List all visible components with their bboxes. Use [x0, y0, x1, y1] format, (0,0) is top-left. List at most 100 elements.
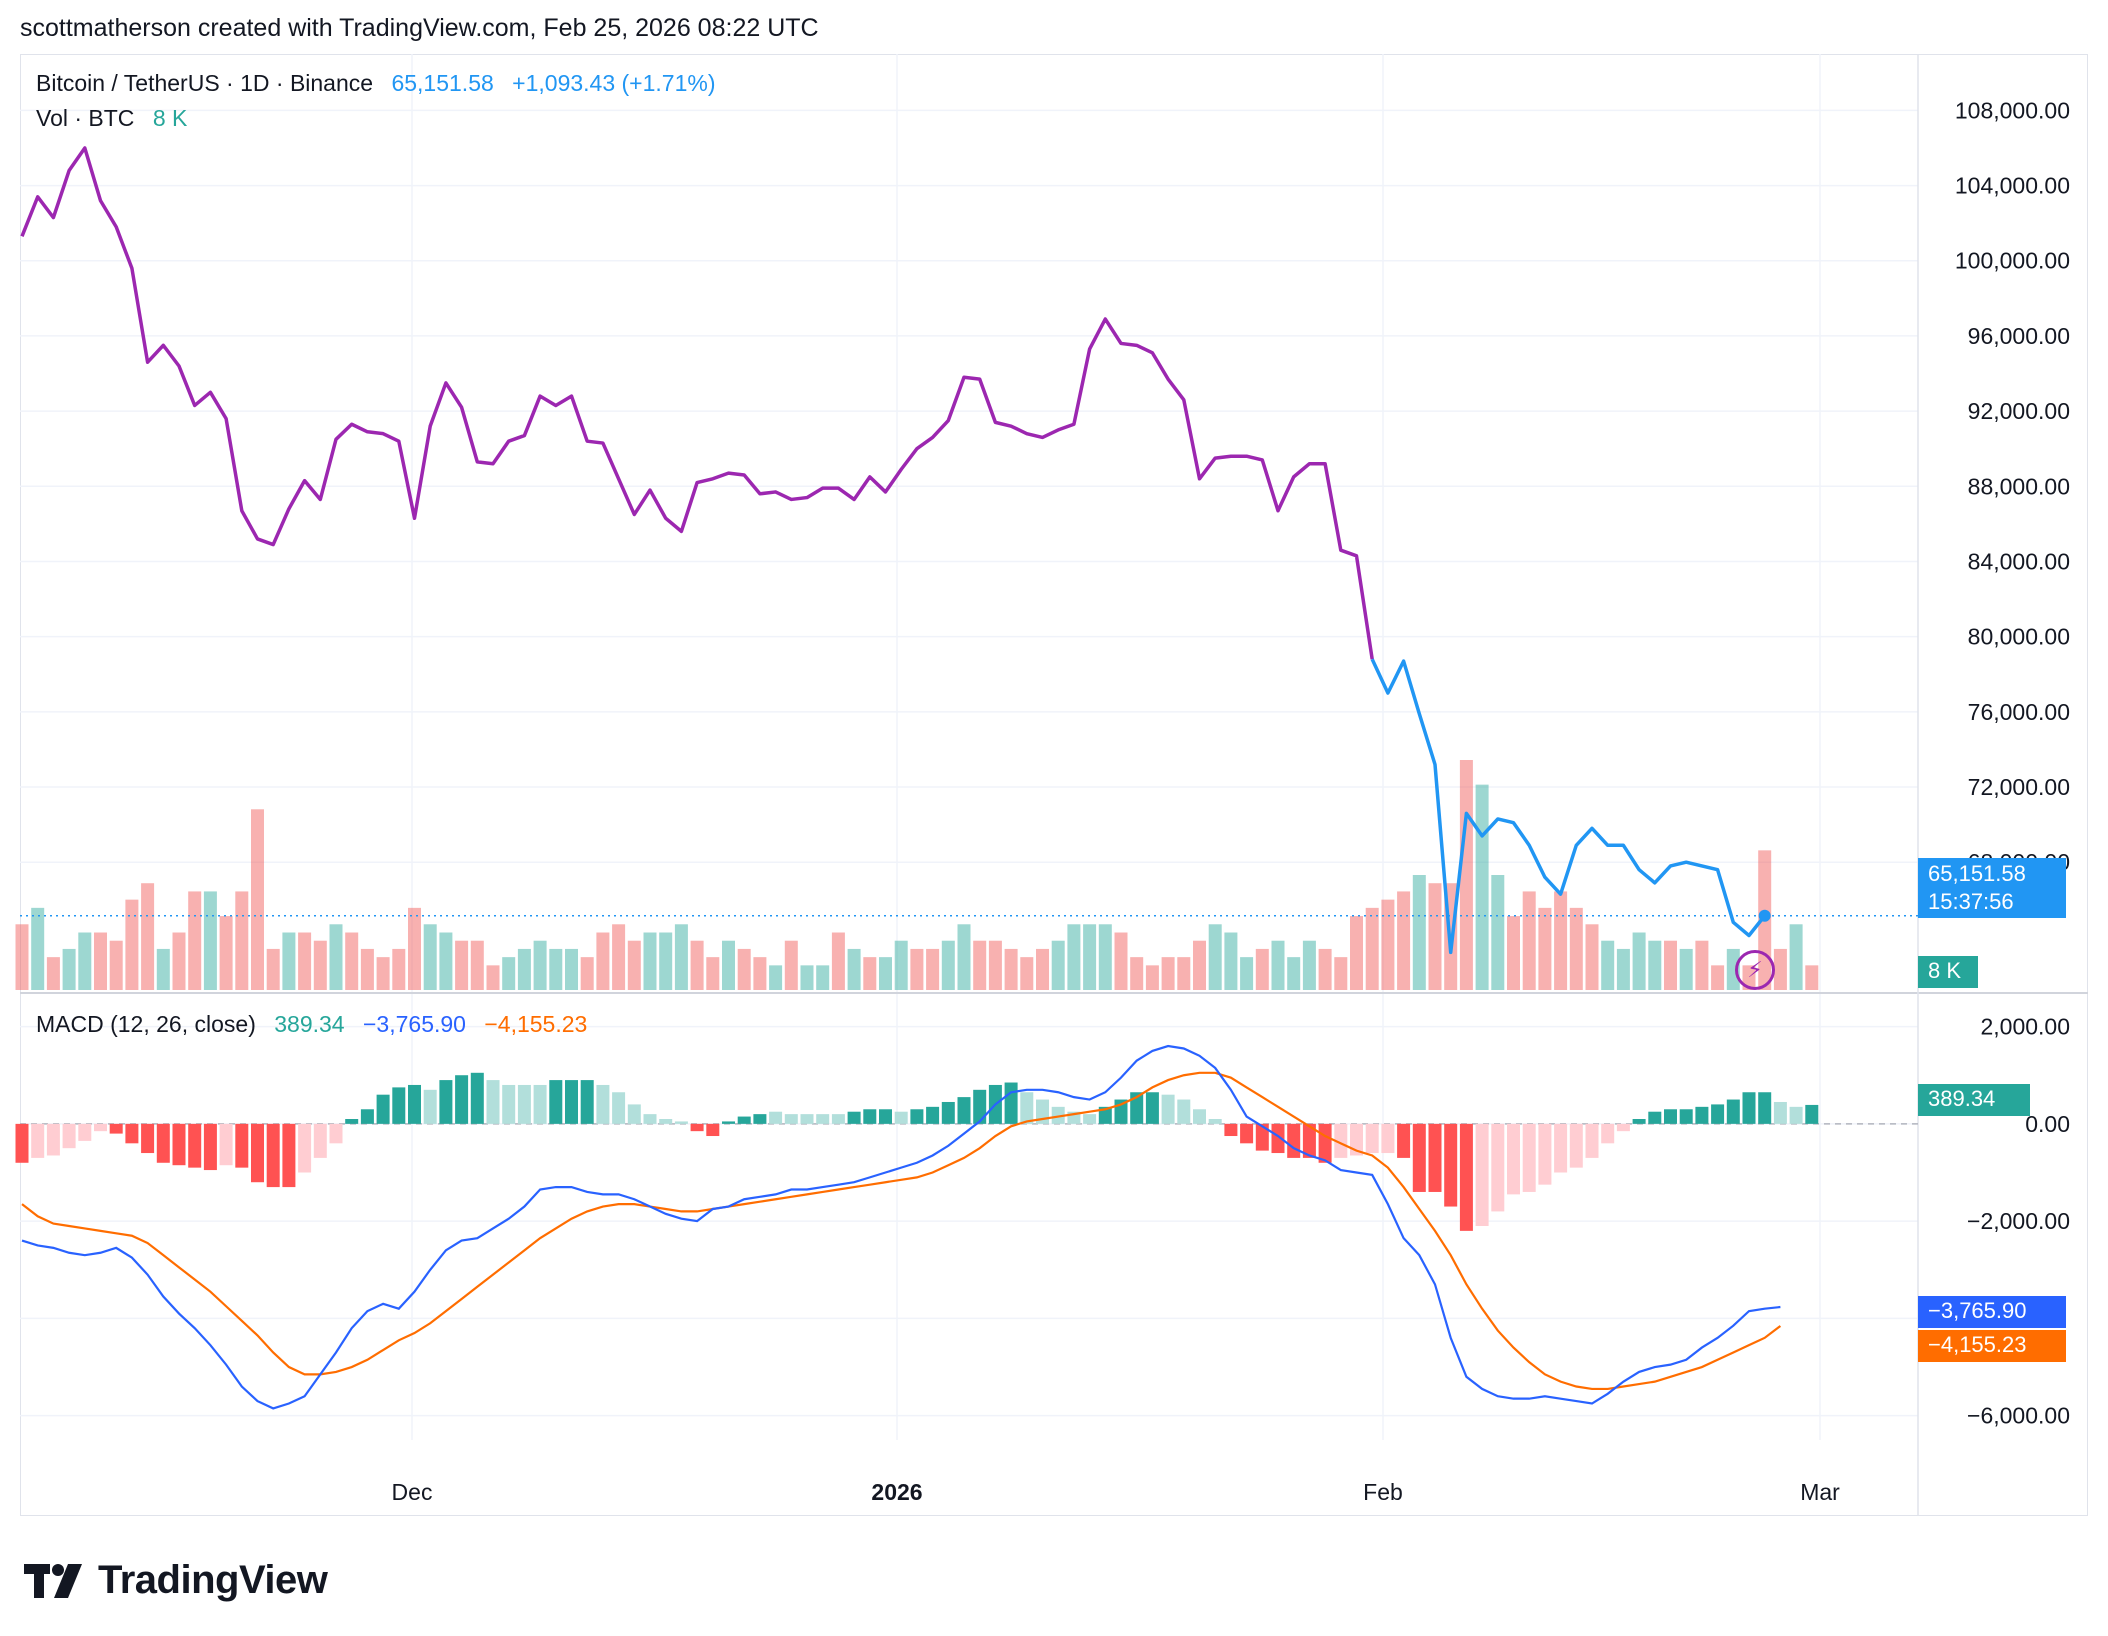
macd-tick-label: 0.00 — [2025, 1111, 2070, 1137]
volume-bar — [313, 940, 327, 990]
macd-histogram-bar — [659, 1119, 673, 1124]
volume-legend[interactable]: Vol · BTC 8 K — [36, 105, 199, 132]
volume-bar — [1695, 940, 1709, 990]
macd-histogram-bar — [1381, 1123, 1395, 1154]
macd-histogram-bar — [360, 1109, 374, 1124]
volume-bar — [816, 965, 830, 990]
volume-bar — [1067, 924, 1081, 990]
macd-histogram-bar — [816, 1114, 830, 1124]
macd-histogram-bar — [455, 1075, 469, 1124]
macd-histogram-bar — [1020, 1092, 1034, 1124]
price-tag-value: 65,151.58 — [1928, 861, 2026, 886]
volume-bar — [1350, 916, 1363, 990]
volume-bar — [580, 957, 594, 990]
tradingview-logo[interactable]: TradingView — [24, 1558, 328, 1603]
volume-bar — [219, 916, 233, 990]
macd-hist-tag: 389.34 — [1918, 1084, 2030, 1116]
macd-histogram-bar — [502, 1084, 516, 1124]
volume-bar — [627, 940, 641, 990]
volume-bar — [31, 907, 45, 990]
price-tick-label: 76,000.00 — [1968, 699, 2070, 725]
volume-bar — [1491, 875, 1505, 990]
volume-bar — [251, 809, 264, 990]
macd-histogram-bar — [1569, 1123, 1583, 1168]
macd-histogram-bar — [313, 1123, 327, 1158]
volume-bar — [1679, 948, 1693, 990]
volume-bar — [298, 932, 312, 990]
macd-histogram-bar — [188, 1123, 202, 1168]
macd-histogram-bar — [1302, 1123, 1316, 1158]
time-tick-label: Dec — [392, 1479, 433, 1505]
macd-histogram-bar — [1083, 1114, 1097, 1124]
axis-labels: 108,000.00 104,000.00 100,000.00 96,000.00 9… — [392, 97, 2070, 1505]
volume-bar — [1789, 924, 1803, 990]
macd-histogram-bar — [1711, 1104, 1725, 1124]
volume-bar — [1632, 932, 1646, 990]
macd-histogram-bar — [1459, 1123, 1473, 1231]
macd-histogram-bar — [1758, 1092, 1772, 1124]
volume-bar — [1664, 940, 1677, 990]
volume-bar — [1334, 957, 1348, 990]
volume-tag: 8 K — [1918, 956, 1978, 988]
signal-line-tag: −4,155.23 — [1918, 1330, 2066, 1362]
macd-histogram-bar — [1287, 1123, 1301, 1158]
macd-histogram-bar — [141, 1123, 155, 1154]
macd-histogram-bar — [94, 1123, 107, 1132]
macd-histogram-bar — [517, 1084, 531, 1124]
volume-bar — [1554, 891, 1568, 990]
volume-bar — [15, 924, 29, 990]
volume-bar — [894, 940, 908, 990]
macd-histogram-bar — [1616, 1123, 1630, 1132]
volume-bar — [1145, 965, 1159, 990]
macd-histogram-bar — [1726, 1099, 1740, 1124]
macd-histogram-bar — [1177, 1099, 1191, 1124]
macd-line-tag: −3,765.90 — [1918, 1296, 2066, 1328]
macd-histogram-bar — [1601, 1123, 1615, 1144]
volume-bar — [172, 932, 186, 990]
macd-histogram-bar — [298, 1123, 312, 1173]
macd-signal-value: −4,155.23 — [484, 1011, 588, 1037]
volume-bar — [141, 883, 155, 990]
price-series-line — [20, 146, 1374, 660]
volume-bar — [1224, 932, 1238, 990]
volume-bar — [973, 940, 987, 990]
volume-bar — [533, 940, 547, 990]
volume-bar — [800, 965, 814, 990]
macd-histogram-bar — [470, 1072, 484, 1124]
macd-histogram-bar — [376, 1094, 390, 1124]
macd-histogram-bar — [423, 1089, 437, 1124]
macd-histogram-bar — [1365, 1123, 1379, 1154]
macd-histogram-bar — [1397, 1123, 1411, 1158]
macd-hist-value: 389.34 — [274, 1011, 345, 1037]
macd-histogram-bar — [894, 1111, 908, 1124]
volume-bar — [1538, 907, 1552, 990]
price-tag-countdown: 15:37:56 — [1928, 889, 2014, 914]
volume-bar — [596, 932, 610, 990]
volume-bar — [941, 940, 955, 990]
volume-bar — [1020, 957, 1034, 990]
volume-bar — [659, 932, 673, 990]
macd-histogram-bar — [549, 1080, 563, 1124]
macd-histogram-bar — [1271, 1123, 1285, 1154]
macd-histogram-bar — [1161, 1094, 1175, 1124]
time-tick-label: Feb — [1363, 1479, 1403, 1505]
macd-histogram-bar — [392, 1087, 406, 1124]
volume-bar — [203, 891, 217, 990]
macd-histogram-bar — [109, 1123, 123, 1134]
chart-frame — [20, 54, 2088, 1516]
lightning-icon[interactable]: ⚡ — [1735, 950, 1775, 990]
macd-histogram-bar — [408, 1084, 421, 1124]
macd-histogram-bar — [15, 1123, 29, 1163]
macd-histogram-bar — [203, 1123, 217, 1171]
volume-bar — [1114, 932, 1128, 990]
macd-histogram-bar — [1318, 1123, 1332, 1163]
macd-histogram-bar — [957, 1097, 971, 1124]
price-legend[interactable]: Bitcoin / TetherUS · 1D · Binance 65,151… — [36, 70, 728, 97]
volume-bar — [517, 948, 531, 990]
macd-legend[interactable]: MACD (12, 26, close) 389.34 −3,765.90 −4… — [36, 1011, 599, 1038]
volume-bar — [1711, 965, 1725, 990]
volume-bar — [784, 940, 798, 990]
macd-histogram-bar — [941, 1101, 955, 1124]
volume-bar — [1585, 924, 1599, 990]
